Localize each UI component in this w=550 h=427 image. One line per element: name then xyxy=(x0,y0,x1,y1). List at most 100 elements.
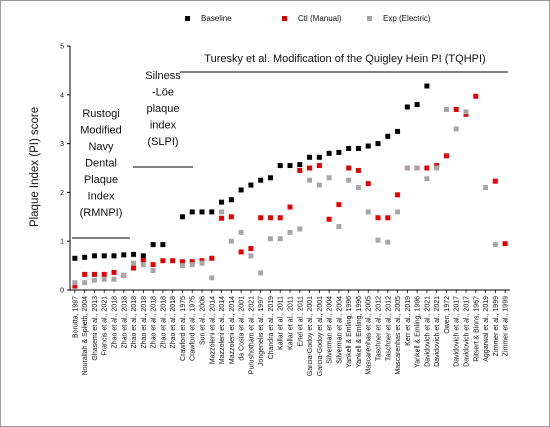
point-ctl-manual xyxy=(297,167,303,173)
legend-marker-2 xyxy=(367,16,372,21)
point-ctl-manual xyxy=(179,259,185,265)
point-baseline xyxy=(424,83,430,89)
slpi-label: (SLPI) xyxy=(147,136,178,148)
point-exp-electric xyxy=(131,260,137,266)
x-tick-label: Davidovich et al., 2021 xyxy=(424,296,431,367)
x-tick-label: Aggarwal et al., 2019 xyxy=(483,296,490,362)
point-ctl-manual xyxy=(355,167,361,173)
point-ctl-manual xyxy=(316,163,322,169)
point-ctl-manual xyxy=(346,165,352,171)
x-tick-label: Kallar et al., 2011 xyxy=(278,296,285,350)
point-exp-electric xyxy=(287,229,293,235)
point-baseline xyxy=(404,104,410,110)
point-baseline xyxy=(277,163,283,169)
point-baseline xyxy=(365,143,371,149)
point-exp-electric xyxy=(316,182,322,188)
point-baseline xyxy=(258,177,264,183)
x-tick-label: Kerr et al., 2019 xyxy=(405,296,412,346)
point-exp-electric xyxy=(365,209,371,215)
point-ctl-manual xyxy=(170,258,176,264)
point-ctl-manual xyxy=(492,178,498,184)
rmnpi-label: Modified xyxy=(80,125,122,137)
point-exp-electric xyxy=(189,262,195,268)
legend: Baseline Ctl (Manual) Exp (Electric) xyxy=(185,14,431,23)
point-exp-electric xyxy=(111,276,117,282)
point-exp-electric xyxy=(463,109,469,115)
x-tick-label: Crawford et al., 1975 xyxy=(180,296,187,361)
x-tick-label: Zimmer et al., 1999 xyxy=(503,296,510,356)
x-tick-label: Owen, 1972 xyxy=(444,296,451,334)
legend-label-1: Ctl (Manual) xyxy=(298,14,342,23)
point-baseline xyxy=(209,209,215,215)
point-ctl-manual xyxy=(82,271,88,277)
x-tick-label: Mascarenhas et al., 2005 xyxy=(395,296,402,375)
point-ctl-manual xyxy=(238,249,244,255)
point-baseline xyxy=(111,253,117,259)
point-exp-electric xyxy=(414,165,420,171)
x-tick-label: Garcia-Godoy et al., 2001 xyxy=(317,296,324,376)
point-ctl-manual xyxy=(189,259,195,265)
point-baseline xyxy=(316,154,322,160)
point-baseline xyxy=(189,209,195,215)
point-ctl-manual xyxy=(473,93,479,99)
point-baseline xyxy=(346,145,352,151)
point-exp-electric xyxy=(121,272,127,278)
x-tick-label: Ertel et al., 2011 xyxy=(297,296,304,347)
y-axis-label: Plaque Index (PI) score xyxy=(29,107,41,227)
point-baseline xyxy=(72,255,78,261)
point-ctl-manual xyxy=(258,215,264,221)
point-ctl-manual xyxy=(209,255,215,261)
slpi-label: plaque xyxy=(146,103,179,115)
point-exp-electric xyxy=(91,277,97,283)
rmnpi-label: Rustogi xyxy=(82,108,119,120)
legend-marker-0 xyxy=(185,16,190,21)
x-tick-label: Crawford et al., 1975 xyxy=(190,296,197,361)
x-tick-label: Zhao et al., 2018 xyxy=(151,296,158,349)
x-tick-label: Kallar et al., 2011 xyxy=(288,296,295,350)
x-tick-label: Taschner et al., 2012 xyxy=(376,296,383,361)
x-tick-label: Mascarenhas et al., 2005 xyxy=(366,296,373,375)
point-exp-electric xyxy=(483,185,489,191)
y-tick-label: 4 xyxy=(60,92,64,99)
y-tick-label: 1 xyxy=(60,239,64,246)
point-exp-electric xyxy=(72,280,78,286)
x-tick-label: Taschner et al., 2012 xyxy=(385,296,392,361)
point-baseline xyxy=(140,253,146,259)
rmnpi-label: Dental xyxy=(85,158,117,170)
legend-label-0: Baseline xyxy=(201,14,232,23)
point-baseline xyxy=(131,251,137,257)
x-tick-label: Ghasemi et al., 2013 xyxy=(92,296,99,361)
point-exp-electric xyxy=(336,224,342,230)
point-exp-electric xyxy=(326,175,332,181)
point-ctl-manual xyxy=(101,271,107,277)
data-points xyxy=(72,83,508,289)
x-tick-label: Sun et al., 2006 xyxy=(200,296,207,345)
x-tick-label: Silverman et al., 2004 xyxy=(327,296,334,364)
point-ctl-manual xyxy=(72,283,78,289)
point-exp-electric xyxy=(101,276,107,282)
slpi-label: -Löe xyxy=(152,87,174,99)
y-tick-label: 2 xyxy=(60,190,64,197)
tqhpi-label: Turesky et al. Modification of the Quigl… xyxy=(204,53,485,65)
legend-label-2: Exp (Electric) xyxy=(383,14,431,23)
point-baseline xyxy=(385,133,391,139)
point-exp-electric xyxy=(82,280,88,286)
point-baseline xyxy=(238,187,244,193)
point-ctl-manual xyxy=(453,106,459,112)
point-exp-electric xyxy=(297,226,303,232)
point-ctl-manual xyxy=(375,215,381,221)
x-tick-label: Borutta, 1997 xyxy=(72,296,79,338)
point-exp-electric xyxy=(219,209,225,215)
point-baseline xyxy=(91,253,97,259)
point-exp-electric xyxy=(355,185,361,191)
point-baseline xyxy=(375,141,381,147)
point-exp-electric xyxy=(150,267,156,273)
point-ctl-manual xyxy=(248,246,254,252)
slpi-label: Silness xyxy=(145,70,181,82)
point-ctl-manual xyxy=(395,192,401,198)
index-brackets: Rustogi Modified Navy Dental Plaque Index (RMN… xyxy=(72,53,508,239)
point-exp-electric xyxy=(258,270,264,276)
x-tick-label: Davidovich et al., 2021 xyxy=(434,296,441,367)
point-exp-electric xyxy=(395,209,401,215)
point-baseline xyxy=(150,242,156,248)
